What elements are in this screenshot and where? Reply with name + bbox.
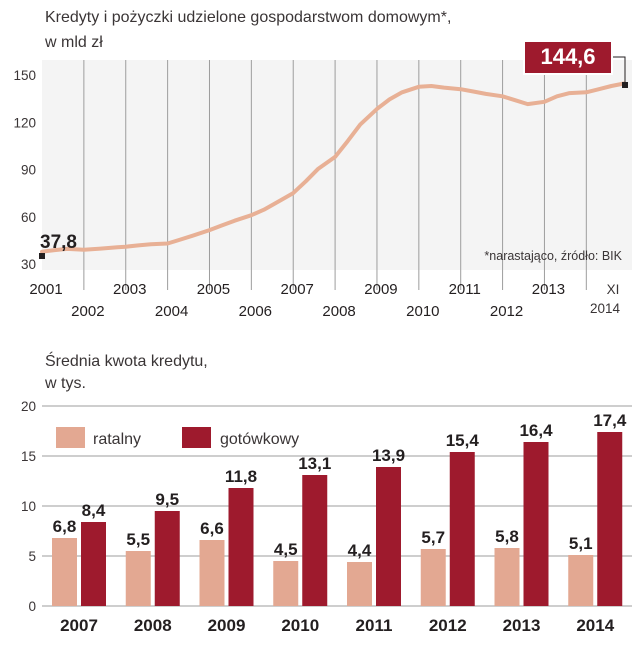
bar-x-tick-label: 2007 — [60, 616, 98, 635]
line-y-tick-label: 60 — [21, 210, 36, 225]
bar-ratalny — [568, 555, 594, 606]
end-point — [622, 82, 628, 88]
source-note: *narastająco, źródło: BIK — [484, 249, 622, 263]
line-x-tick-label: 2012 — [490, 303, 523, 320]
bar-y-tick-label: 15 — [21, 449, 36, 464]
bar-x-tick-label: 2011 — [356, 616, 393, 635]
bar-series: 6,8 8,4 5,5 9,5 6,6 11,8 4,5 13,1 4,4 13,9 5,7 15,4… — [52, 411, 627, 606]
bar-chart-subtitle: w tys. — [44, 375, 86, 392]
legend-label-gotowkowy: gotówkowy — [220, 431, 299, 448]
bar-y-tick-label: 10 — [21, 499, 36, 514]
bar-ratalny — [273, 561, 299, 606]
bar-x-axis: 2007 2008 2009 2010 2011 2012 2013 2014 — [60, 616, 615, 635]
line-y-axis: 30 60 90 120 150 — [13, 68, 36, 272]
bar-gotowkowy — [523, 442, 549, 606]
legend-swatch-gotowkowy — [182, 427, 211, 448]
line-y-tick-label: 90 — [21, 163, 36, 178]
line-x-tick-label: 2006 — [239, 303, 272, 320]
bar-value-label: 16,4 — [519, 421, 553, 440]
bar-ratalny — [420, 549, 446, 606]
bar-value-label: 11,8 — [225, 467, 257, 486]
line-chart-title: Kredyty i pożyczki udzielone gospodarstw… — [45, 9, 451, 26]
bar-gotowkowy — [228, 488, 254, 606]
bar-value-label: 4,5 — [274, 540, 298, 559]
bar-x-tick-label: 2009 — [208, 616, 246, 635]
line-chart-subtitle: w mld zł — [44, 34, 103, 51]
bar-x-tick-label: 2008 — [134, 616, 172, 635]
start-value-label: 37,8 — [40, 232, 77, 253]
bar-y-axis: 0 5 10 15 20 — [21, 399, 36, 614]
bar-value-label: 13,1 — [298, 454, 331, 473]
bar-value-label: 13,9 — [372, 446, 405, 465]
bar-value-label: 6,8 — [53, 517, 77, 536]
bar-gotowkowy — [154, 511, 180, 606]
line-x-tick-label: 2008 — [322, 303, 355, 320]
bar-ratalny — [494, 548, 520, 606]
line-x-tick-label: 2010 — [406, 303, 439, 320]
bar-value-label: 15,4 — [446, 431, 480, 450]
bar-x-tick-label: 2013 — [503, 616, 541, 635]
bar-x-tick-label: 2014 — [576, 616, 614, 635]
line-y-tick-label: 120 — [13, 115, 36, 130]
bar-value-label: 8,4 — [82, 501, 106, 520]
line-x-tick-label: 2004 — [155, 303, 188, 320]
bar-value-label: 9,5 — [155, 490, 179, 509]
line-x-axis: 2001 2003 2005 2007 2009 2011 2013 2002 2004 2006… — [29, 281, 565, 320]
bar-value-label: 5,1 — [569, 534, 593, 553]
bar-y-tick-label: 0 — [28, 599, 36, 614]
bar-ratalny — [125, 551, 151, 606]
bar-gotowkowy — [302, 475, 328, 606]
bar-value-label: 5,8 — [495, 527, 519, 546]
bar-value-label: 5,7 — [421, 528, 445, 547]
bar-x-tick-label: 2010 — [281, 616, 319, 635]
end-marker: 144,6 — [523, 40, 628, 88]
bar-legend: ratalny gotówkowy — [56, 427, 299, 448]
legend-swatch-ratalny — [56, 427, 85, 448]
legend-label-ratalny: ratalny — [93, 431, 141, 448]
line-x-tick-label: 2009 — [364, 281, 397, 298]
bar-value-label: 5,5 — [126, 530, 150, 549]
line-y-tick-label: 150 — [13, 68, 36, 83]
bar-value-label: 17,4 — [593, 411, 627, 430]
end-leader-line — [613, 56, 626, 82]
end-value-label: 144,6 — [540, 44, 595, 69]
start-point — [39, 253, 45, 259]
bar-ratalny — [347, 562, 372, 606]
line-x-tick-label: 2011 — [449, 281, 481, 298]
line-y-tick-label: 30 — [21, 257, 36, 272]
start-marker: 37,8 — [39, 232, 77, 259]
x-tick-last-year: 2014 — [590, 301, 621, 316]
line-chart: Kredyty i pożyczki udzielone gospodarstw… — [13, 9, 632, 320]
bar-chart-title: Średnia kwota kredytu, — [45, 351, 208, 370]
line-x-tick-label: 2001 — [29, 281, 62, 298]
line-x-tick-label: 2007 — [281, 281, 314, 298]
line-series — [40, 81, 626, 254]
line-x-tick-label: 2002 — [71, 303, 104, 320]
line-x-tick-label: 2013 — [532, 281, 565, 298]
bar-y-tick-label: 20 — [21, 399, 36, 414]
bar-value-label: 6,6 — [200, 519, 224, 538]
bar-gotowkowy — [81, 522, 106, 606]
bar-x-tick-label: 2012 — [429, 616, 467, 635]
bar-gotowkowy — [376, 467, 401, 606]
end-value-box — [523, 40, 613, 75]
bar-ratalny — [52, 538, 77, 606]
bar-ratalny — [199, 540, 225, 606]
line-x-tick-label: 2003 — [113, 281, 146, 298]
line-plot-background — [42, 60, 632, 270]
bar-gotowkowy — [449, 452, 475, 606]
bar-y-tick-label: 5 — [28, 549, 36, 564]
line-x-tick-label: 2005 — [197, 281, 230, 298]
bar-value-label: 4,4 — [348, 541, 372, 560]
x-tick-last-month: XI — [607, 282, 620, 297]
bar-gotowkowy — [597, 432, 623, 606]
bar-chart: Średnia kwota kredytu, w tys. 0 5 10 15 20 6… — [21, 351, 632, 635]
